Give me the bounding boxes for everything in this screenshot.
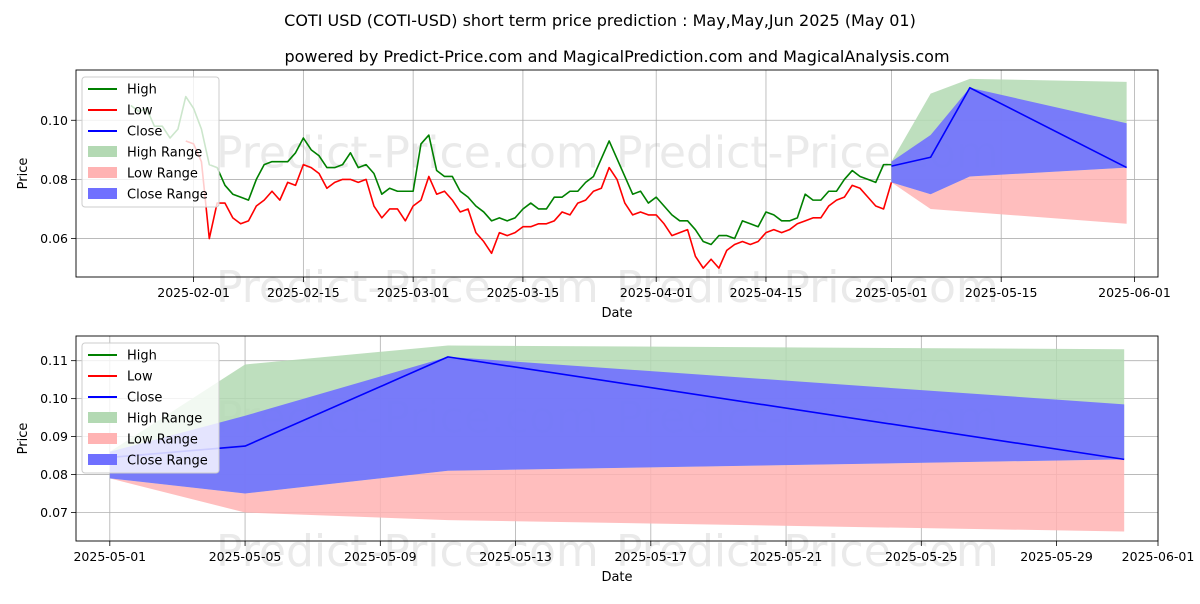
chart-title: COTI USD (COTI-USD) short term price pre… bbox=[284, 11, 916, 30]
legend-label: Low bbox=[127, 104, 153, 119]
legend-label: Low Range bbox=[127, 433, 198, 448]
legend-swatch-patch bbox=[88, 188, 117, 199]
y-tick-label: 0.10 bbox=[40, 391, 68, 406]
x-tick-label: 2025-05-01 bbox=[73, 549, 146, 564]
legend-label: Low Range bbox=[127, 167, 198, 182]
legend-label: Close Range bbox=[127, 454, 208, 469]
y-tick-label: 0.08 bbox=[40, 467, 68, 482]
bottom-panel: Predict-Price.comPredict-Price.comPredic… bbox=[16, 335, 1195, 585]
x-tick-label: 2025-05-13 bbox=[479, 549, 552, 564]
plot-area bbox=[130, 78, 1128, 269]
legend-label: Close Range bbox=[127, 188, 208, 203]
low-range-band bbox=[109, 459, 1125, 532]
x-tick-label: 2025-05-01 bbox=[855, 285, 928, 300]
x-tick-label: 2025-05-09 bbox=[344, 549, 417, 564]
watermark-text: Predict-Price.com bbox=[616, 526, 999, 577]
close-range-band bbox=[109, 356, 1125, 494]
top-panel: Predict-Price.com Predict-Price.com Predic… bbox=[16, 69, 1171, 321]
high-line bbox=[130, 95, 892, 246]
x-tick-label: 2025-03-01 bbox=[377, 285, 450, 300]
legend-label: High Range bbox=[127, 412, 202, 427]
x-tick-label: 2025-06-01 bbox=[1122, 549, 1195, 564]
low-range-band bbox=[891, 167, 1127, 224]
close-line bbox=[891, 86, 1128, 169]
x-tick-label: 2025-03-15 bbox=[487, 285, 560, 300]
x-tick-label: 2025-05-15 bbox=[965, 285, 1038, 300]
legend-label: High Range bbox=[127, 146, 202, 161]
legend-swatch-patch bbox=[88, 412, 117, 423]
x-tick-label: 2025-06-01 bbox=[1098, 285, 1171, 300]
x-tick-label: 2025-04-01 bbox=[620, 285, 693, 300]
watermark-text: Predict-Price.com bbox=[216, 128, 599, 179]
legend-label: Close bbox=[127, 125, 162, 140]
plot-area bbox=[109, 345, 1125, 532]
legend-label: Close bbox=[127, 391, 162, 406]
y-tick-label: 0.10 bbox=[40, 113, 68, 128]
legend-swatch-patch bbox=[88, 167, 117, 178]
close-range-band bbox=[891, 87, 1127, 195]
x-tick-label: 2025-05-29 bbox=[1020, 549, 1093, 564]
watermark-text: Predict-Price.com bbox=[616, 262, 999, 313]
x-tick-label: 2025-04-15 bbox=[730, 285, 803, 300]
x-tick-label: 2025-05-25 bbox=[885, 549, 958, 564]
legend-swatch-patch bbox=[88, 433, 117, 444]
y-tick-label: 0.08 bbox=[40, 172, 68, 187]
legend-label: Low bbox=[127, 370, 153, 385]
x-tick-label: 2025-05-21 bbox=[750, 549, 823, 564]
legend-swatch-patch bbox=[88, 146, 117, 157]
y-tick-label: 0.11 bbox=[40, 353, 68, 368]
watermark-text: Predict-Price.com bbox=[216, 526, 599, 577]
y-tick-label: 0.06 bbox=[40, 231, 68, 246]
low-line bbox=[185, 140, 893, 269]
watermark-text: Predict-Price.com bbox=[216, 262, 599, 313]
y-axis-label: Price bbox=[16, 158, 31, 190]
legend-label: High bbox=[127, 349, 157, 364]
x-axis-label: Date bbox=[601, 306, 632, 321]
y-tick-label: 0.07 bbox=[40, 505, 68, 520]
x-tick-label: 2025-05-17 bbox=[614, 549, 687, 564]
x-tick-label: 2025-02-15 bbox=[267, 285, 340, 300]
y-axis-label: Price bbox=[16, 423, 31, 455]
chart-subtitle: powered by Predict-Price.com and Magical… bbox=[284, 47, 949, 66]
plot-frame bbox=[75, 69, 1159, 278]
plot-frame bbox=[75, 335, 1159, 542]
x-axis-label: Date bbox=[601, 570, 632, 585]
x-tick-label: 2025-02-01 bbox=[157, 285, 230, 300]
legend-label: High bbox=[127, 83, 157, 98]
y-tick-label: 0.09 bbox=[40, 429, 68, 444]
x-tick-label: 2025-05-05 bbox=[209, 549, 282, 564]
legend-swatch-patch bbox=[88, 454, 117, 465]
